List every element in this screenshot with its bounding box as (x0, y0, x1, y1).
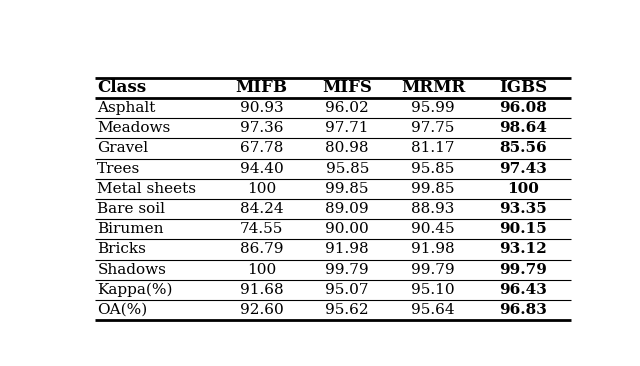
Text: 99.85: 99.85 (412, 182, 454, 196)
Text: Meadows: Meadows (97, 121, 171, 135)
Text: 91.98: 91.98 (325, 242, 369, 257)
Text: Bricks: Bricks (97, 242, 146, 257)
Text: 97.75: 97.75 (412, 121, 454, 135)
Text: 67.78: 67.78 (240, 141, 284, 156)
Text: 74.55: 74.55 (240, 222, 284, 236)
Text: 90.15: 90.15 (500, 222, 547, 236)
Text: 86.79: 86.79 (240, 242, 284, 257)
Text: 81.17: 81.17 (412, 141, 454, 156)
Text: 99.79: 99.79 (325, 263, 369, 277)
Text: 90.93: 90.93 (240, 101, 284, 115)
Text: Birumen: Birumen (97, 222, 164, 236)
Text: 93.12: 93.12 (500, 242, 547, 257)
Text: 92.60: 92.60 (239, 303, 284, 317)
Text: Asphalt: Asphalt (97, 101, 156, 115)
Text: Bare soil: Bare soil (97, 202, 165, 216)
Text: 97.71: 97.71 (326, 121, 369, 135)
Text: Class: Class (97, 79, 147, 96)
Text: OA(%): OA(%) (97, 303, 148, 317)
Text: 95.64: 95.64 (411, 303, 455, 317)
Text: 91.68: 91.68 (240, 283, 284, 297)
Text: 95.85: 95.85 (326, 162, 369, 176)
Text: 96.08: 96.08 (499, 101, 547, 115)
Text: 95.85: 95.85 (412, 162, 454, 176)
Text: 88.93: 88.93 (412, 202, 454, 216)
Text: 90.00: 90.00 (325, 222, 369, 236)
Text: 89.09: 89.09 (325, 202, 369, 216)
Text: 97.36: 97.36 (240, 121, 284, 135)
Text: 99.79: 99.79 (499, 263, 547, 277)
Text: 95.99: 95.99 (411, 101, 455, 115)
Text: Trees: Trees (97, 162, 141, 176)
Text: 100: 100 (247, 182, 276, 196)
Text: 95.62: 95.62 (325, 303, 369, 317)
Text: 100: 100 (508, 182, 540, 196)
Text: 85.56: 85.56 (500, 141, 547, 156)
Text: 93.35: 93.35 (500, 202, 547, 216)
Text: 100: 100 (247, 263, 276, 277)
Text: 94.40: 94.40 (239, 162, 284, 176)
Text: 91.98: 91.98 (411, 242, 455, 257)
Text: MIFS: MIFS (323, 79, 372, 96)
Text: 84.24: 84.24 (240, 202, 284, 216)
Text: 98.64: 98.64 (499, 121, 547, 135)
Text: 90.45: 90.45 (411, 222, 455, 236)
Text: IGBS: IGBS (499, 79, 547, 96)
Text: 99.79: 99.79 (411, 263, 455, 277)
Text: MRMR: MRMR (401, 79, 465, 96)
Text: Kappa(%): Kappa(%) (97, 283, 173, 297)
Text: 99.85: 99.85 (326, 182, 369, 196)
Text: Gravel: Gravel (97, 141, 148, 156)
Text: 97.43: 97.43 (499, 162, 547, 176)
Text: Shadows: Shadows (97, 263, 166, 277)
Text: 96.83: 96.83 (499, 303, 547, 317)
Text: 96.43: 96.43 (499, 283, 547, 297)
Text: 96.02: 96.02 (325, 101, 369, 115)
Text: 95.07: 95.07 (326, 283, 369, 297)
Text: 80.98: 80.98 (326, 141, 369, 156)
Text: Metal sheets: Metal sheets (97, 182, 196, 196)
Text: 95.10: 95.10 (411, 283, 455, 297)
Text: MIFB: MIFB (236, 79, 287, 96)
